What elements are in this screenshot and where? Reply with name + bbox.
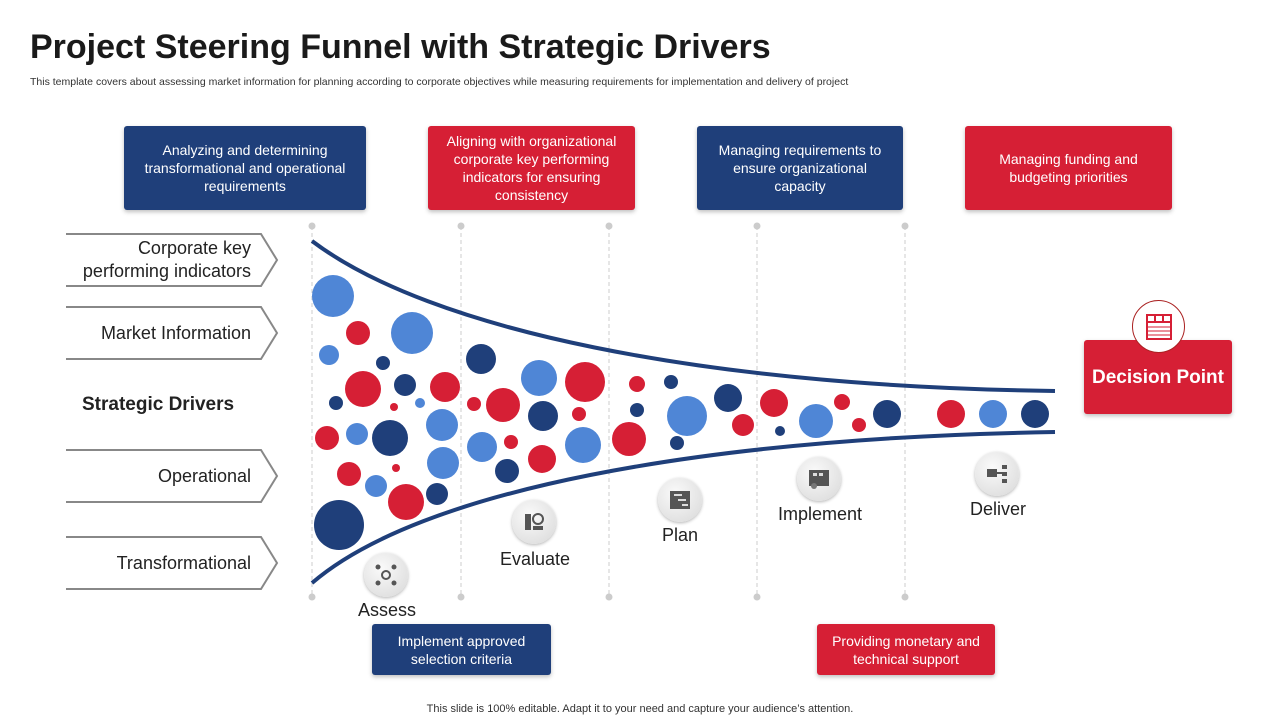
page-subtitle: This template covers about assessing mar… [30, 76, 849, 88]
funnel-bubble [315, 426, 339, 450]
funnel-bubble [467, 397, 481, 411]
funnel-bubble [392, 464, 400, 472]
funnel-bubble [426, 483, 448, 505]
driver-market-information: Market Information [65, 306, 279, 360]
funnel-bubble [528, 445, 556, 473]
funnel-bubble [376, 356, 390, 370]
funnel-bubble [495, 459, 519, 483]
funnel-bubble [572, 407, 586, 421]
gantt-chart-icon [658, 478, 702, 522]
network-delivery-icon [975, 452, 1019, 496]
divider-dot [308, 222, 316, 230]
stage-deliver: Deliver [969, 499, 1026, 519]
funnel-bubble [630, 403, 644, 417]
blueprint-icon [797, 457, 841, 501]
divider-dot [605, 593, 613, 601]
funnel-bubble [664, 375, 678, 389]
divider-dot [901, 222, 909, 230]
funnel-bubble [504, 435, 518, 449]
stage-evaluate: Evaluate [499, 549, 571, 569]
funnel-bottom-curve [310, 430, 1056, 585]
stage-implement: Implement [777, 504, 863, 524]
divider-dot [605, 222, 613, 230]
funnel-bubble [760, 389, 788, 417]
funnel-bubble [430, 372, 460, 402]
funnel-bubble [345, 371, 381, 407]
funnel-bubble [346, 321, 370, 345]
funnel-bubble [415, 398, 425, 408]
process-gear-icon [364, 553, 408, 597]
funnel-bubble [329, 396, 343, 410]
funnel-bubble [486, 388, 520, 422]
divider-dot [457, 593, 465, 601]
funnel-bubble [565, 362, 605, 402]
funnel-bubble [467, 432, 497, 462]
driver-operational: Operational [65, 449, 279, 503]
funnel-bubble [390, 403, 398, 411]
funnel-bubble [312, 275, 354, 317]
top-box-1: Analyzing and determining transformation… [124, 126, 366, 210]
funnel-bubble [612, 422, 646, 456]
driver-corporate-kpi: Corporate key performing indicators [65, 233, 279, 287]
funnel-bubble [979, 400, 1007, 428]
calendar-icon [1132, 300, 1185, 353]
funnel-bubble [667, 396, 707, 436]
funnel-bubble [372, 420, 408, 456]
top-box-4: Managing funding and budgeting prioritie… [965, 126, 1172, 210]
funnel-bubble [346, 423, 368, 445]
funnel-bubble [852, 418, 866, 432]
funnel-bubble [834, 394, 850, 410]
funnel-bubble [427, 447, 459, 479]
funnel-bubble [937, 400, 965, 428]
footer-note: This slide is 100% editable. Adapt it to… [426, 703, 854, 715]
divider-dot [901, 593, 909, 601]
funnel-bubble [873, 400, 901, 428]
funnel-bubble [391, 312, 433, 354]
funnel-bubble [337, 462, 361, 486]
bottom-box-2: Providing monetary and technical support [817, 624, 995, 675]
funnel-bubble [365, 475, 387, 497]
funnel-bubble [714, 384, 742, 412]
funnel-bubble [521, 360, 557, 396]
funnel-bubble [319, 345, 339, 365]
funnel-bubble [670, 436, 684, 450]
funnel-bubble [314, 500, 364, 550]
decision-point-box: Decision Point [1084, 340, 1232, 414]
top-box-3: Managing requirements to ensure organiza… [697, 126, 903, 210]
funnel-bubble [799, 404, 833, 438]
funnel-bubble [388, 484, 424, 520]
funnel-bubble [466, 344, 496, 374]
funnel-bubble [1021, 400, 1049, 428]
funnel-bubble [775, 426, 785, 436]
divider-dot [753, 222, 761, 230]
funnel-bubble [394, 374, 416, 396]
evaluation-icon [512, 500, 556, 544]
page-title: Project Steering Funnel with Strategic D… [30, 28, 771, 66]
divider-dot [308, 593, 316, 601]
funnel-bubble [528, 401, 558, 431]
bottom-box-1: Implement approved selection criteria [372, 624, 551, 675]
stage-assess: Assess [357, 600, 417, 620]
funnel-top-curve [310, 239, 1056, 393]
divider-dot [457, 222, 465, 230]
strategic-drivers-label: Strategic Drivers [82, 394, 235, 415]
funnel-bubble [629, 376, 645, 392]
driver-transformational: Transformational [65, 536, 279, 590]
stage-plan: Plan [661, 525, 699, 545]
divider-dot [753, 593, 761, 601]
top-box-2: Aligning with organizational corporate k… [428, 126, 635, 210]
funnel-bubble [565, 427, 601, 463]
funnel-bubble [732, 414, 754, 436]
funnel-bubble [426, 409, 458, 441]
